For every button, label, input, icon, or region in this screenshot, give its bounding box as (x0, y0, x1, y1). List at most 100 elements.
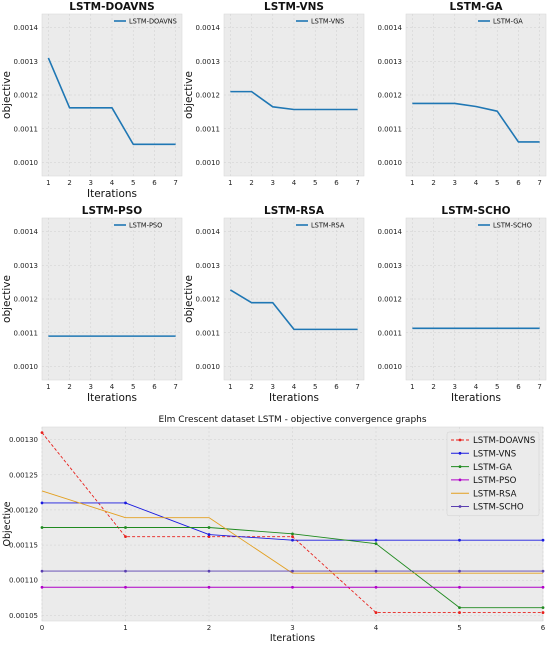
legend: LSTM-PSO (114, 222, 162, 230)
x-tick-label: 2 (249, 383, 253, 391)
data-point-lstm-pso (458, 585, 461, 589)
data-point-lstm-pso (124, 585, 127, 589)
legend-label: LSTM-DOAVNS (129, 18, 177, 26)
x-tick-label: 2 (67, 383, 71, 391)
data-point-lstm-scho (40, 569, 44, 573)
x-tick-label: 1 (410, 383, 414, 391)
y-tick-label: 0.0010 (378, 363, 403, 371)
x-tick-label: 6 (152, 383, 157, 391)
legend: LSTM-VNS (296, 18, 344, 26)
y-tick-label: 0.0013 (378, 58, 403, 66)
data-point-lstm-pso (374, 585, 378, 589)
y-tick-label: 0.0010 (196, 363, 221, 371)
legend-label: LSTM-VNS (311, 18, 344, 26)
y-tick-label: 0.0012 (14, 296, 39, 304)
x-tick-label: 1 (410, 179, 414, 187)
data-point-lstm-scho (541, 569, 545, 573)
chart-elm-crescent-dataset-lstm-objective-convergence-graphs: 0 1 2 3 4 5 6 0.00105 0.00110 0.00115 0.00120 0.001… (2, 415, 546, 644)
x-tick-label: 1 (228, 383, 232, 391)
legend: LSTM-DOAVNS LSTM-VNS LSTM-GA LSTM-PSO LSTM-R… (446, 431, 540, 517)
x-tick-label: 3 (453, 383, 457, 391)
x-tick-label: 7 (537, 179, 541, 187)
series-line-lstm-rsa (229, 289, 358, 331)
y-tick-label: 0.0011 (378, 125, 403, 133)
y-tick-label: 0.0012 (196, 296, 221, 304)
x-tick-label: 6 (152, 179, 157, 187)
chart-title: Elm Crescent dataset LSTM - objective co… (158, 415, 426, 425)
legend-marker-lstm-vns (458, 451, 462, 455)
x-tick-label: 1 (123, 624, 127, 632)
data-point-lstm-doavns (374, 611, 378, 614)
x-tick-label: 4 (474, 179, 479, 187)
data-point-lstm-ga (458, 606, 461, 610)
x-tick-label: 5 (313, 383, 317, 391)
data-point-lstm-pso (291, 585, 294, 589)
y-tick-label: 0.0011 (196, 125, 221, 133)
x-tick-label: 1 (46, 179, 50, 187)
legend-marker-lstm-pso (458, 478, 462, 482)
chart-title: LSTM-PSO (82, 205, 142, 217)
y-axis-label: Objective (2, 501, 13, 546)
data-point-lstm-vns (541, 538, 545, 542)
x-tick-label: 6 (334, 383, 339, 391)
y-tick-label: 0.0014 (14, 228, 39, 236)
x-tick-label: 7 (173, 383, 177, 391)
data-point-lstm-doavns (291, 535, 294, 539)
data-point-lstm-pso (541, 585, 545, 589)
data-point-lstm-scho (374, 569, 378, 573)
x-tick-label: 3 (453, 179, 457, 187)
chart-title: LSTM-SCHO (441, 205, 510, 217)
series-line-lstm-rsa (41, 490, 543, 574)
data-point-lstm-ga (291, 532, 294, 536)
legend-label: LSTM-SCHO (473, 503, 524, 513)
chart-lstm-vns: 1 2 3 4 5 6 7 0.0010 0.0011 0.0012 0.0013 0.0014 LST… (183, 1, 365, 187)
x-tick-label: 6 (334, 179, 339, 187)
x-tick-label: 7 (173, 179, 177, 187)
chart-title: LSTM-DOAVNS (69, 1, 154, 13)
series-line-lstm-ga (412, 102, 540, 143)
y-tick-label: 0.00110 (9, 577, 38, 585)
legend-label: LSTM-RSA (473, 489, 517, 499)
y-tick-label: 0.0011 (14, 329, 39, 337)
data-point-lstm-vns (374, 538, 378, 542)
legend-label: LSTM-PSO (473, 476, 517, 486)
y-tick-label: 0.0010 (196, 159, 221, 167)
data-point-lstm-scho (458, 569, 461, 573)
x-tick-label: 4 (474, 383, 479, 391)
y-tick-label: 0.0010 (14, 363, 39, 371)
y-tick-label: 0.0013 (196, 262, 221, 270)
x-tick-label: 5 (495, 383, 499, 391)
legend-label: LSTM-GA (473, 463, 512, 473)
x-tick-label: 7 (355, 383, 359, 391)
data-point-lstm-vns (40, 501, 44, 505)
chart-lstm-rsa: 1 2 3 4 5 6 7 0.0010 0.0011 0.0012 0.0013 0.0014 LST… (183, 205, 365, 404)
data-point-lstm-scho (124, 569, 127, 573)
data-point-lstm-doavns (124, 535, 127, 539)
y-tick-label: 0.0010 (14, 159, 39, 167)
data-point-lstm-vns (124, 501, 127, 505)
legend: LSTM-RSA (296, 222, 345, 230)
x-tick-label: 4 (292, 179, 297, 187)
chart-title: LSTM-RSA (264, 205, 325, 217)
x-tick-label: 1 (228, 179, 232, 187)
y-tick-label: 0.0012 (378, 92, 403, 100)
x-tick-label: 3 (89, 179, 93, 187)
data-point-lstm-scho (207, 569, 211, 573)
x-tick-label: 2 (207, 624, 211, 632)
legend-label: LSTM-VNS (473, 450, 516, 460)
y-tick-label: 0.0013 (14, 262, 39, 270)
x-tick-label: 4 (292, 383, 297, 391)
chart-lstm-pso: 1 2 3 4 5 6 7 0.0010 0.0011 0.0012 0.0013 0.0014 LST… (1, 205, 183, 404)
legend-label: LSTM-GA (493, 18, 523, 26)
x-axis-label: Iterations (87, 392, 137, 404)
data-point-lstm-doavns (458, 611, 461, 614)
legend-box (446, 431, 540, 517)
y-tick-label: 0.0013 (196, 58, 221, 66)
series-line-lstm-doavns (47, 57, 176, 146)
data-point-lstm-ga (40, 526, 44, 529)
y-tick-label: 0.0012 (14, 92, 39, 100)
y-tick-label: 0.00125 (9, 471, 38, 479)
y-axis-label: objective (1, 275, 13, 323)
y-tick-label: 0.0011 (14, 125, 39, 133)
